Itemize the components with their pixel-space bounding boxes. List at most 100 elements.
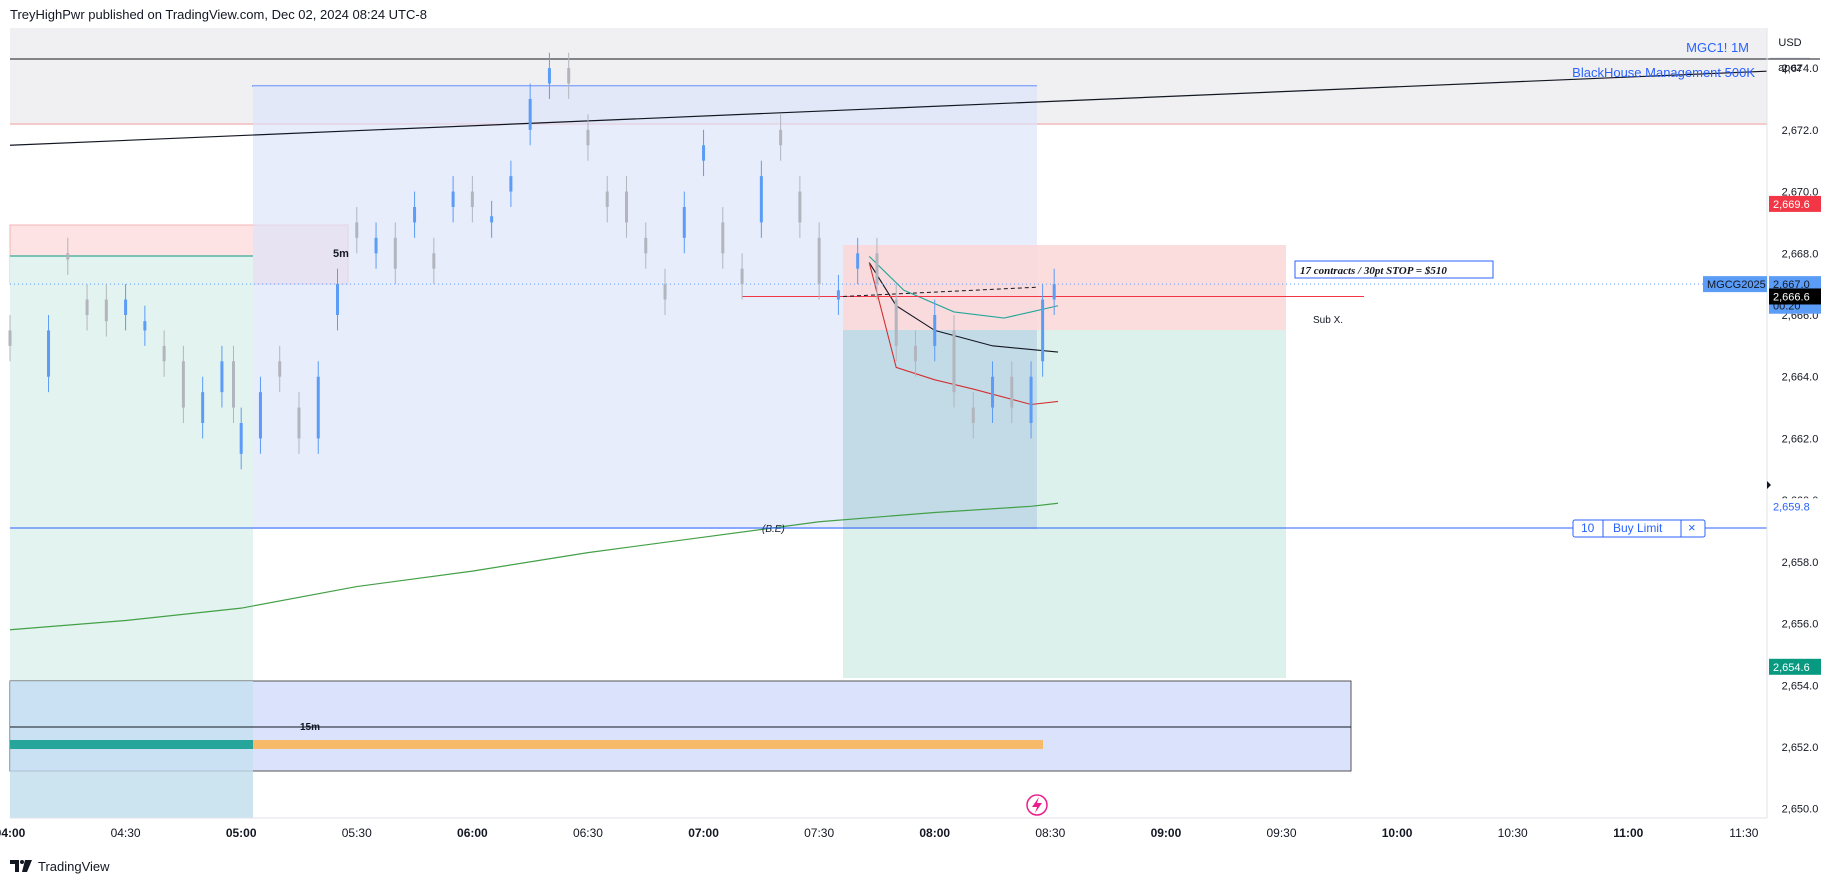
time-tick-label: 04:30: [111, 826, 141, 840]
candle-body: [258, 392, 262, 439]
candle-body: [759, 176, 763, 223]
time-tick-label: 11:30: [1729, 826, 1758, 840]
candle-body: [413, 206, 417, 223]
candle-body: [239, 423, 243, 454]
position-profit-zone: [843, 245, 1286, 330]
orange-volume-strip: [253, 740, 1043, 749]
order-label-box[interactable]: [1572, 519, 1706, 538]
candle-body: [682, 206, 686, 238]
price-axis[interactable]: USD apoz: [1766, 28, 1810, 818]
current-price-tag-bg: [1769, 288, 1821, 305]
bolt-icon[interactable]: [1026, 794, 1048, 816]
legend-symbol[interactable]: MGC1! 1M: [1686, 40, 1749, 55]
candle-body: [894, 299, 898, 346]
entry-dashed-line: [842, 286, 1038, 297]
price-tick-label: 2,656.0: [1782, 619, 1819, 631]
candle-body: [1052, 284, 1056, 300]
candle-body: [393, 237, 397, 269]
tradingview-logo-icon: [10, 860, 32, 872]
time-tick-label: 04:00: [0, 826, 26, 840]
candle-body: [605, 191, 609, 207]
candle-body: [509, 176, 513, 192]
candle-body: [875, 253, 879, 285]
order-price-tag-label: 2,659.8: [1773, 501, 1810, 513]
candle-body: [47, 330, 51, 377]
time-tick-label: 07:30: [804, 826, 834, 840]
candle-body: [991, 376, 995, 408]
price-ticks: 2,674.02,672.02,670.02,668.02,666.02,664…: [1782, 63, 1819, 816]
price-tick-label: 2,674.0: [1782, 63, 1819, 75]
candle-body: [432, 253, 436, 269]
time-tick-label: 08:00: [919, 826, 950, 840]
last-price-tag-bg: [1769, 276, 1821, 293]
candle-body: [547, 68, 551, 84]
currency-label[interactable]: USD: [1778, 37, 1801, 49]
candle-body: [836, 290, 840, 300]
candle-body: [663, 284, 667, 300]
published-by-text: TreyHighPwr published on TradingView.com…: [10, 7, 427, 22]
time-tick-label: 06:30: [573, 826, 603, 840]
position-note-box[interactable]: [1294, 260, 1494, 279]
candle-body: [220, 361, 224, 393]
candle-body: [952, 330, 956, 393]
candle-body: [201, 392, 205, 423]
time-axis[interactable]: 04:00 04:30 05:00 05:30 06:00 06:30 07:00 07:30…: [0, 817, 1767, 840]
legend-account[interactable]: BlackHouse Management 500K: [1572, 65, 1755, 80]
order-quantity[interactable]: 10: [1581, 521, 1595, 535]
candle-body: [856, 253, 860, 269]
target-price-tag-bg: [1769, 195, 1821, 212]
annotations-layer: 5m 15m (B.E) Sub X. 17 contracts / 30pt …: [300, 248, 1494, 733]
time-tick-label: 05:30: [342, 826, 372, 840]
candle-body: [451, 191, 455, 207]
candle-body: [181, 361, 185, 408]
target-price-tag-label: 2,669.6: [1773, 199, 1810, 211]
candle-body: [586, 129, 590, 146]
candle-body: [1010, 376, 1014, 408]
candle-body: [721, 222, 725, 254]
order-close-icon[interactable]: ×: [1688, 520, 1696, 535]
candle-body: [231, 361, 235, 408]
sub-x-label: Sub X.: [1313, 315, 1343, 326]
publish-header: TreyHighPwr published on TradingView.com…: [0, 0, 1833, 28]
price-tick-label: 2,672.0: [1782, 125, 1819, 137]
currency-sub-label[interactable]: apoz: [1778, 62, 1802, 74]
price-tick-label: 2,662.0: [1782, 433, 1819, 445]
price-tick-label: 2,668.0: [1782, 248, 1819, 260]
time-tick-label: 09:00: [1151, 826, 1182, 840]
candle-body: [355, 222, 359, 238]
candle-body: [162, 345, 166, 362]
time-tick-label: 07:00: [688, 826, 719, 840]
buy-limit-order-line[interactable]: 10 Buy Limit ×: [10, 519, 1767, 538]
time-tick-label: 05:00: [226, 826, 257, 840]
stop-price-tag-label: 2,654.6: [1773, 662, 1810, 674]
position-note-text: 17 contracts / 30pt STOP = $510: [1300, 265, 1447, 277]
candle-body: [644, 237, 648, 254]
candle-body: [913, 345, 917, 362]
candle-body: [66, 253, 70, 260]
order-type[interactable]: Buy Limit: [1613, 521, 1663, 535]
zones-layer: [9, 28, 1820, 818]
trendline: [9, 70, 1768, 146]
order-price-tag-bg: [1769, 498, 1821, 515]
candle-body: [1041, 299, 1045, 362]
price-tick-label: 2,650.0: [1782, 804, 1819, 816]
symbol-tag-bg: [1703, 276, 1767, 293]
candle-body: [85, 299, 89, 315]
price-tick-label: 2,658.0: [1782, 557, 1819, 569]
price-tick-label: 2,652.0: [1782, 742, 1819, 754]
tradingview-footer[interactable]: TradingView: [10, 856, 110, 876]
time-tick-label: 08:30: [1035, 826, 1065, 840]
ema-long-line: [9, 502, 1059, 631]
time-tick-label: 09:30: [1266, 826, 1296, 840]
candle-body: [702, 145, 706, 161]
axis-marker-icon: [1767, 481, 1771, 489]
symbol-tag-label: MGCG2025: [1707, 279, 1766, 291]
tf-5m-label: 5m: [333, 248, 349, 260]
tf-15m-label: 15m: [300, 722, 320, 733]
lower-green-overlap: [10, 681, 253, 818]
candle-body: [971, 407, 975, 423]
price-tags: 2,669.62,667.0MGCG202500:202,666.62,659.…: [1703, 195, 1821, 675]
price-tick-label: 2,670.0: [1782, 187, 1819, 199]
chart-legend: MGC1! 1M BlackHouse Management 500K: [1572, 40, 1755, 80]
